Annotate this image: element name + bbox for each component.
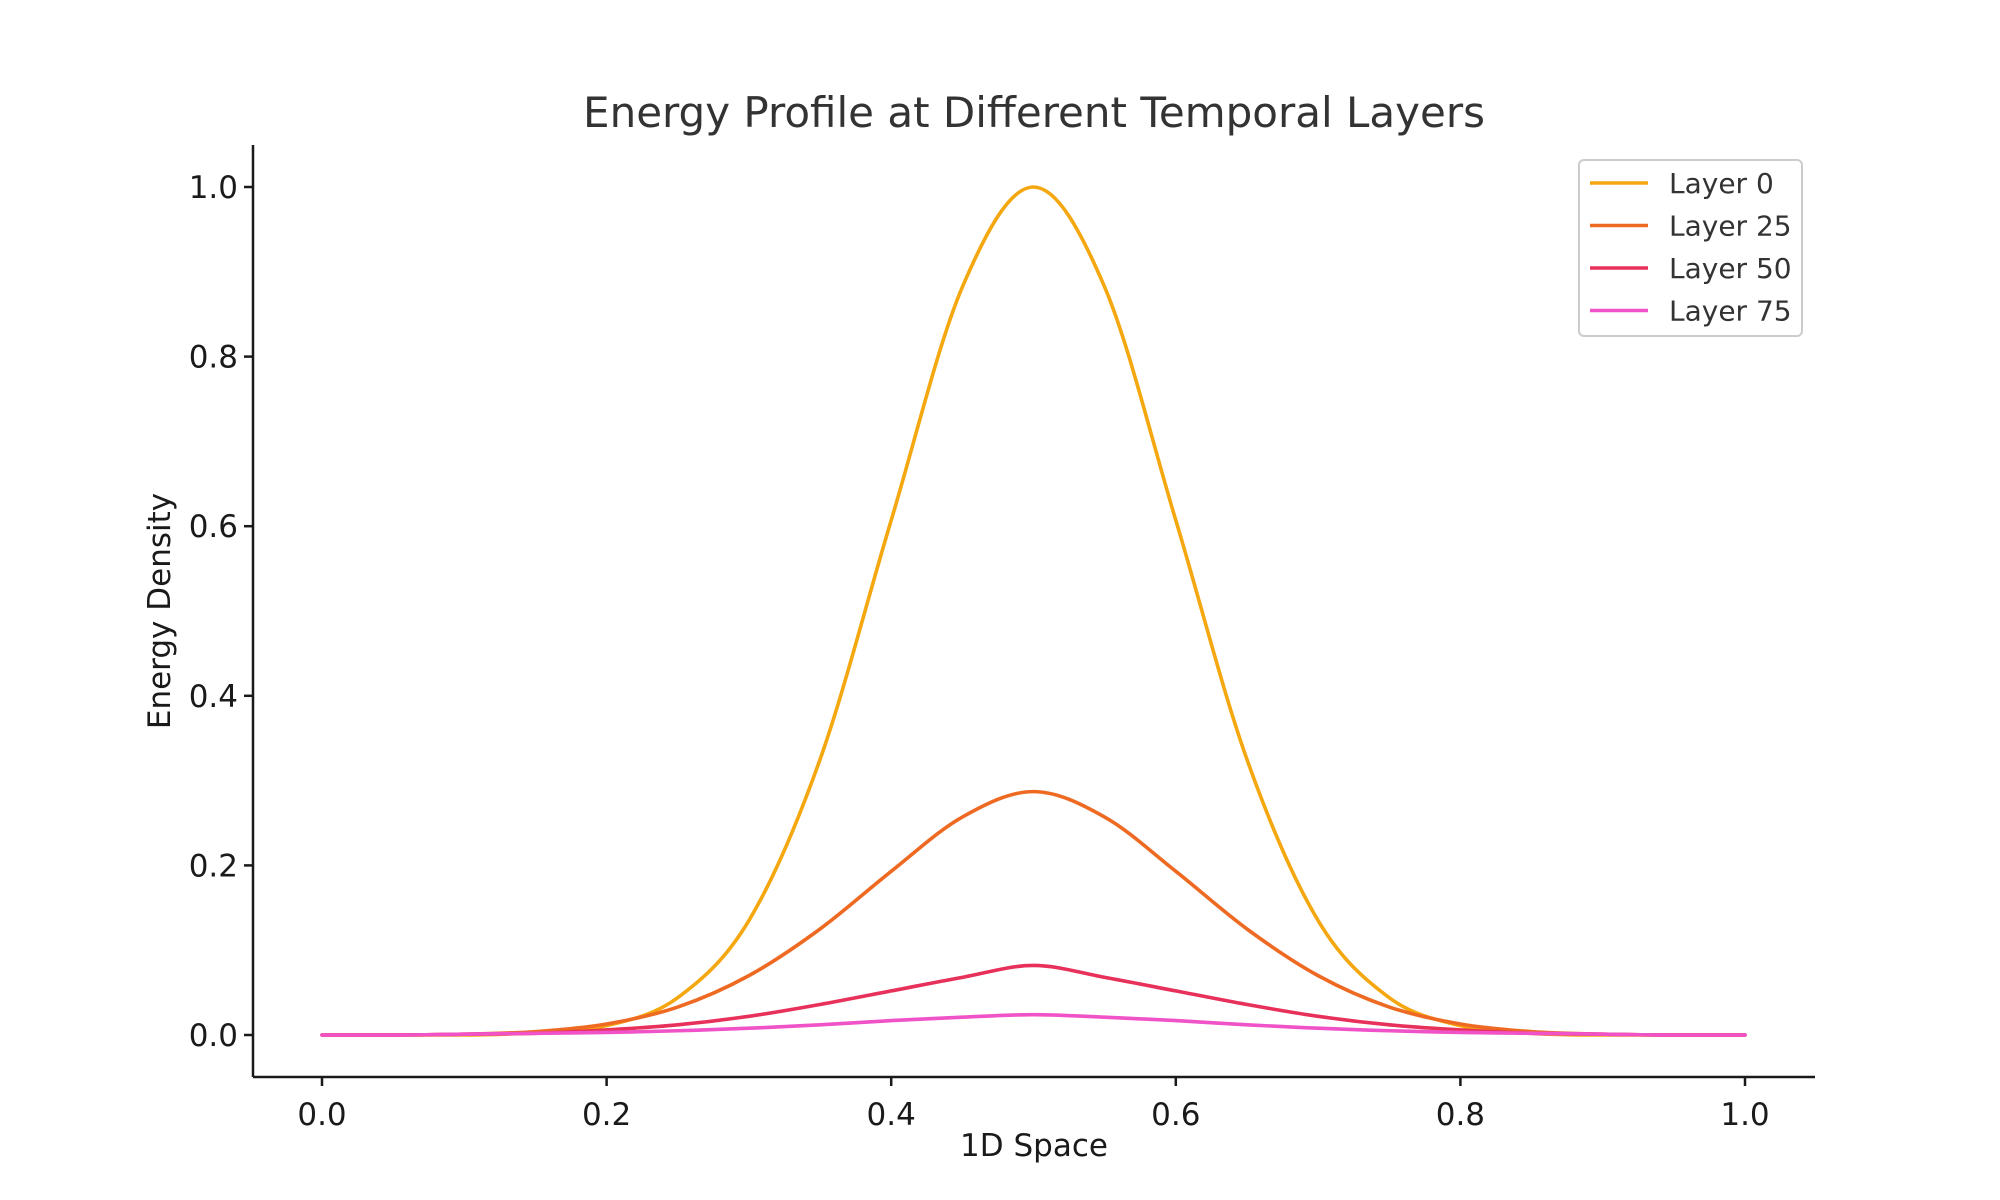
y-axis-ticks: 0.0 0.2 0.4 0.6 0.8 1.0 — [189, 170, 253, 1054]
x-tick-label: 0.2 — [582, 1097, 631, 1133]
y-tick-label: 0.8 — [189, 340, 238, 376]
legend-items: Layer 0 Layer 25 Layer 50 Layer 75 — [1590, 167, 1792, 328]
legend-label: Layer 75 — [1669, 295, 1792, 328]
series-line-layer-25 — [320, 789, 1747, 1037]
y-tick-label: 1.0 — [189, 170, 238, 206]
series-lines — [320, 185, 1747, 1037]
y-tick-label: 0.6 — [189, 509, 238, 545]
legend-label: Layer 0 — [1669, 167, 1774, 200]
y-tick-label: 0.2 — [189, 848, 238, 884]
chart-title: Energy Profile at Different Temporal Lay… — [583, 88, 1485, 137]
x-tick-label: 0.8 — [1436, 1097, 1485, 1133]
legend-label: Layer 50 — [1669, 252, 1792, 285]
series-line-layer-0 — [320, 185, 1747, 1037]
x-axis-label: 1D Space — [960, 1128, 1108, 1164]
x-axis-ticks: 0.0 0.2 0.4 0.6 0.8 1.0 — [297, 1077, 1770, 1133]
series-line-layer-75 — [320, 1012, 1747, 1037]
x-tick-label: 0.4 — [867, 1097, 916, 1133]
x-tick-label: 1.0 — [1720, 1097, 1769, 1133]
y-tick-label: 0.0 — [189, 1018, 238, 1054]
series-line-layer-50 — [320, 963, 1747, 1037]
legend: Layer 0 Layer 25 Layer 50 Layer 75 — [1578, 159, 1803, 337]
x-tick-label: 0.0 — [297, 1097, 346, 1133]
x-tick-label: 0.6 — [1151, 1097, 1200, 1133]
legend-box — [1578, 159, 1803, 337]
plot-area: 0.0 0.2 0.4 0.6 0.8 1.0 0.0 0.2 0.4 0.6 0.8 1.0 — [189, 145, 1815, 1133]
y-tick-label: 0.4 — [189, 679, 238, 715]
legend-label: Layer 25 — [1669, 210, 1792, 243]
y-axis-label: Energy Density — [142, 493, 178, 729]
